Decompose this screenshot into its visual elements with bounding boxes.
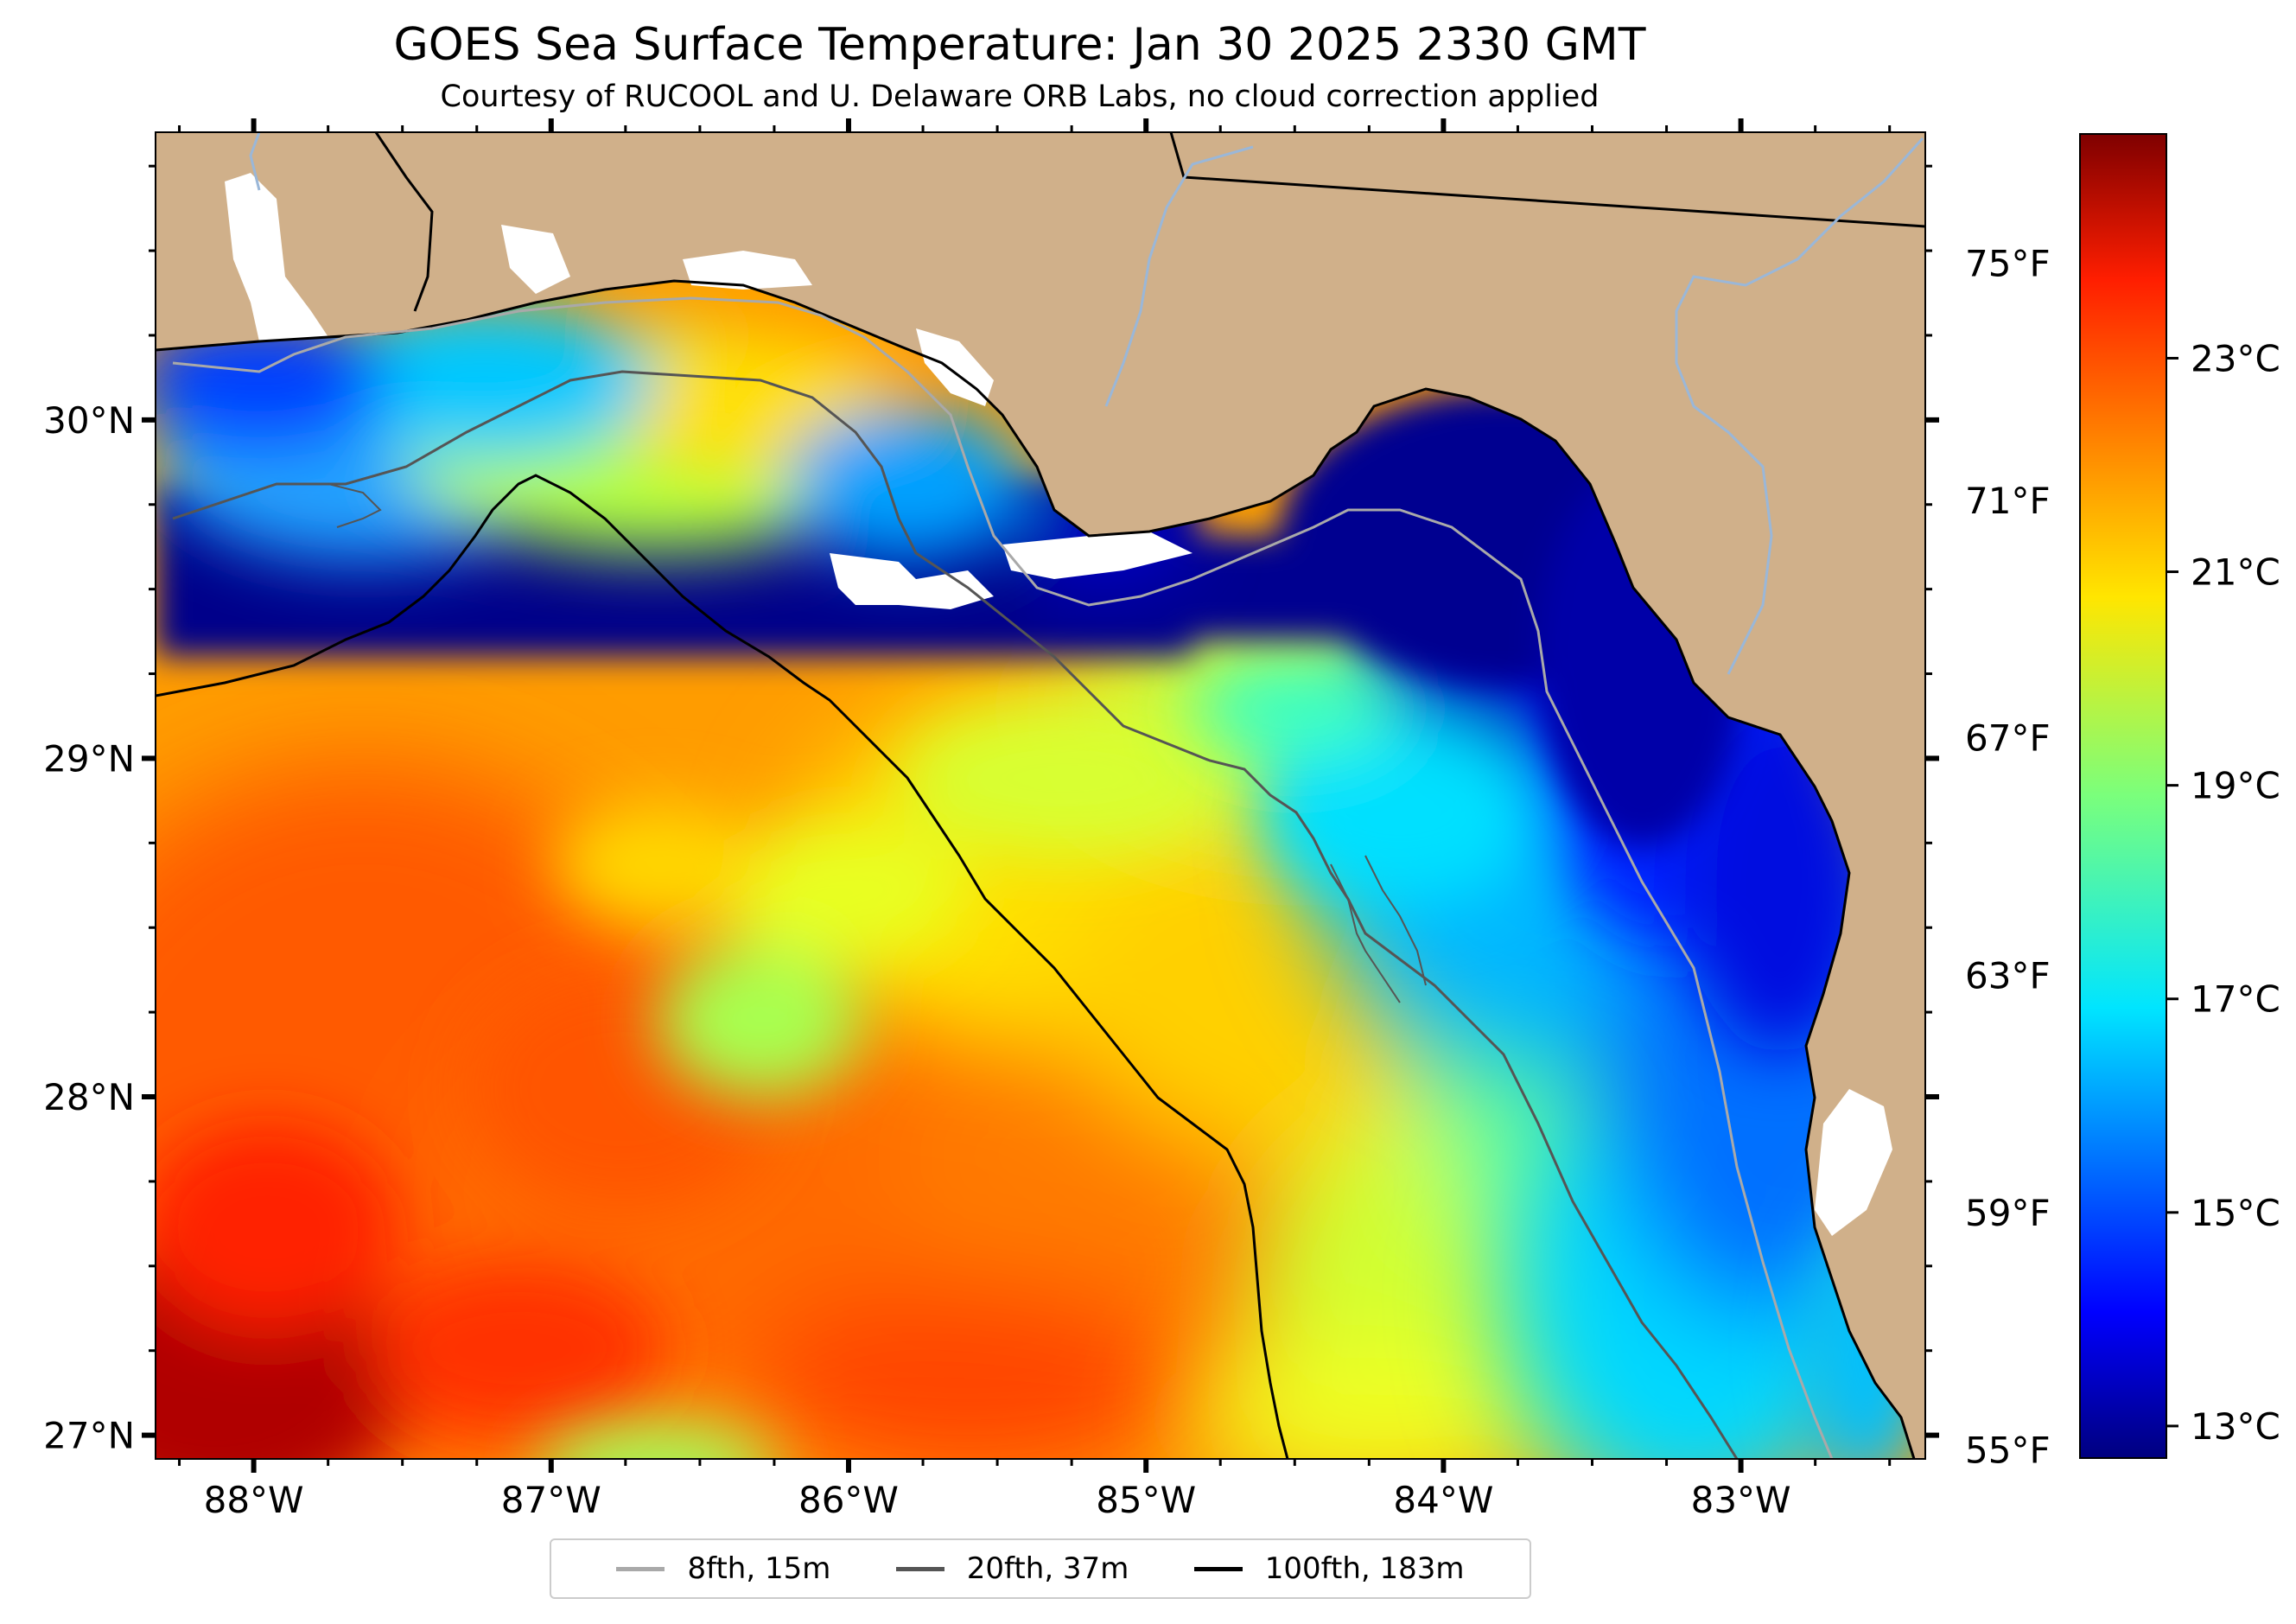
lon-tick-label: 86°W <box>798 1479 899 1521</box>
colorbar-tick-label: 21°C <box>2191 551 2280 594</box>
colorbar-tick-label: 17°C <box>2191 978 2280 1021</box>
fahrenheit-tick-label: 63°F <box>1965 954 2051 997</box>
fahrenheit-tick-label: 71°F <box>1965 480 2051 522</box>
coastline <box>156 279 1916 1459</box>
fahrenheit-tick-label: 67°F <box>1965 717 2051 760</box>
legend: 8fth, 15m 20fth, 37m 100fth, 183m <box>550 1538 1531 1599</box>
fahrenheit-tick-label: 55°F <box>1965 1429 2051 1471</box>
colorbar <box>2079 133 2167 1459</box>
colorbar-tick-label: 13°C <box>2191 1405 2280 1448</box>
fahrenheit-tick-label: 59°F <box>1965 1192 2051 1234</box>
colorbar-tick-label: 19°C <box>2191 765 2280 807</box>
legend-item: 20fth, 37m <box>895 1551 1129 1586</box>
legend-item: 8fth, 15m <box>616 1551 830 1586</box>
lon-tick-label: 84°W <box>1393 1479 1493 1521</box>
contour-100fth <box>156 474 1289 1459</box>
map-title: GOES Sea Surface Temperature: Jan 30 202… <box>393 19 1646 71</box>
legend-label: 8fth, 15m <box>687 1551 831 1586</box>
rivers <box>249 132 1924 675</box>
legend-swatch <box>1193 1566 1243 1571</box>
sst-field <box>156 132 1925 1459</box>
lon-tick-label: 88°W <box>204 1479 304 1521</box>
fahrenheit-tick-label: 75°F <box>1965 243 2051 285</box>
map-frame <box>155 131 1926 1460</box>
legend-item: 100fth, 183m <box>1193 1551 1465 1586</box>
lat-tick-label: 30°N <box>43 399 135 442</box>
state-border <box>1183 175 1925 228</box>
legend-swatch <box>616 1566 665 1571</box>
lat-tick-label: 28°N <box>43 1076 135 1118</box>
contour-8fth <box>172 296 1834 1459</box>
lon-tick-label: 83°W <box>1691 1479 1791 1521</box>
lat-tick-label: 29°N <box>43 737 135 780</box>
land-area <box>156 132 1925 1459</box>
colorbar-tick-label: 23°C <box>2191 337 2280 379</box>
colorbar-tick-label: 15°C <box>2191 1192 2280 1234</box>
lat-tick-label: 27°N <box>43 1415 135 1457</box>
legend-swatch <box>895 1566 944 1571</box>
legend-label: 20fth, 37m <box>966 1551 1129 1586</box>
lon-tick-label: 85°W <box>1096 1479 1196 1521</box>
contour-20fth <box>172 370 1739 1459</box>
legend-label: 100fth, 183m <box>1264 1551 1465 1586</box>
lon-tick-label: 87°W <box>501 1479 601 1521</box>
no-data-patches <box>225 173 1892 1236</box>
map-subtitle: Courtesy of RUCOOL and U. Delaware ORB L… <box>440 80 1600 114</box>
